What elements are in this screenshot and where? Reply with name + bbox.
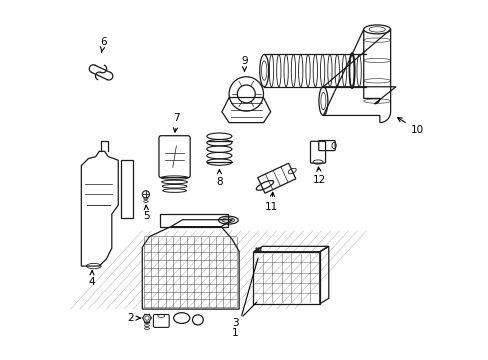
Text: 5: 5 [143,205,150,221]
Text: 12: 12 [312,167,326,185]
Text: 6: 6 [100,37,107,53]
Text: 4: 4 [89,271,95,287]
Text: 8: 8 [216,170,222,187]
Text: 10: 10 [397,118,423,135]
Text: 3: 3 [232,319,238,328]
Text: 7: 7 [173,113,179,132]
Text: 2: 2 [127,313,140,323]
Bar [253,252,319,304]
Text: 1: 1 [232,328,238,338]
Text: 11: 11 [264,192,278,212]
Text: 9: 9 [241,55,247,71]
